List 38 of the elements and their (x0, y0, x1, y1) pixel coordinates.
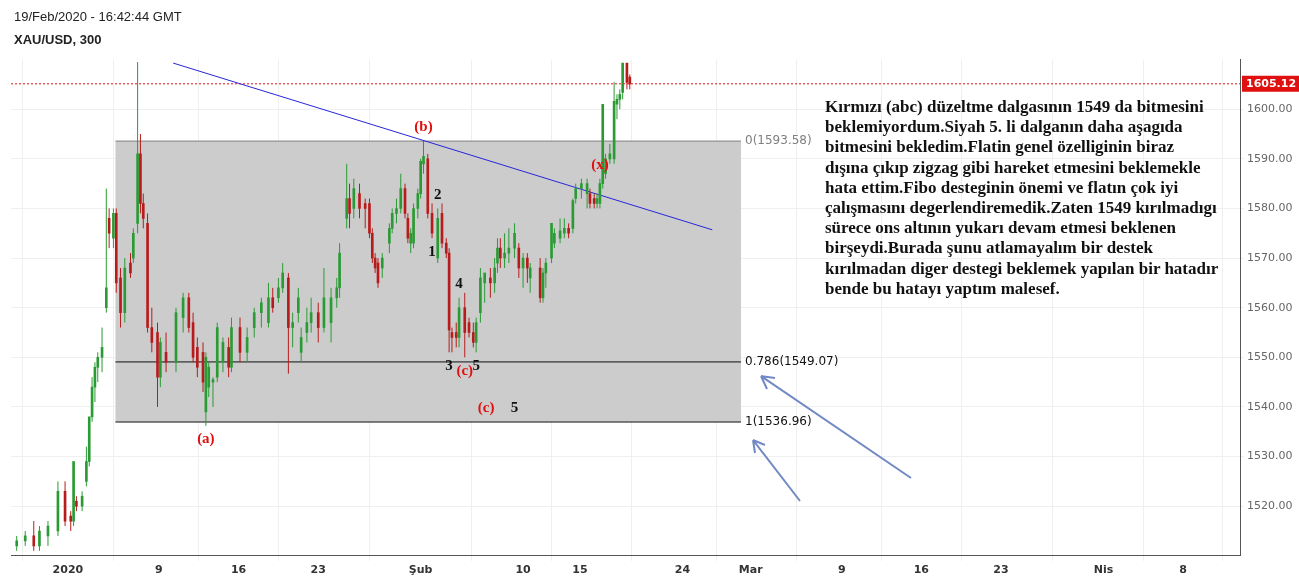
x-tick-label: 8 (1179, 563, 1187, 577)
annotation: (c) (477, 399, 495, 417)
x-tick-label: Şub (408, 563, 433, 577)
x-tick-label: Mar (738, 563, 764, 577)
annotation: 1 (428, 242, 436, 259)
annotation: 5 (510, 399, 519, 416)
x-tick-label: 16 (230, 563, 247, 577)
y-tick-label: 1550.00 (1247, 350, 1293, 364)
y-tick-label: 1570.00 (1247, 250, 1293, 264)
annotation: 4 (455, 275, 464, 292)
ref-line-label: 1(1536.96) (745, 414, 812, 429)
x-tick-label: 16 (913, 563, 930, 577)
y-tick-label: 1600.00 (1247, 102, 1293, 116)
y-tick-label: 1590.00 (1247, 151, 1293, 165)
chart-subtitle: 19/Feb/2020 - 16:42:44 GMT (14, 9, 182, 24)
chart-title: XAU/USD, 300 (14, 32, 102, 47)
ref-line-label: 0.786(1549.07) (745, 354, 839, 369)
y-tick-label: 1560.00 (1247, 300, 1293, 314)
x-tick-label: 2020 (52, 563, 84, 577)
annotation: (b) (414, 118, 433, 136)
x-tick-label: 23 (993, 563, 1009, 577)
x-tick-label: 9 (155, 563, 163, 577)
annotation: (a) (197, 430, 215, 448)
x-tick-label: 10 (515, 563, 532, 577)
annotation: 2 (433, 185, 442, 202)
ref-line-label: 0(1593.58) (745, 133, 812, 148)
y-tick-label: 1520.00 (1247, 499, 1293, 513)
x-tick-label: 24 (674, 563, 691, 577)
text: Kırmızı (abc) düzeltme dalgasının 1549 da bitmesini beklemiyordum.Siyah 5. li dalganın daha aşagıda bitmesini bekledim.Flatin genel özelliginin biraz dışına çıkıp zigzag gibi hareket etmesini beklemekle hata ettim.Fibo desteginin önemi ve flatın çok iyi çalışmasını degerlendiremedik.Zaten 1549 kırılmadıgı sürece ons altının yukarı devam etmesi beklenen birşeydi.Burada şunu atlamayalım bir destek kırılmadan diger destegi beklemek yapılan bir hatadır bende bu hatayı yaptım malesef. (825, 97, 1218, 298)
x-tick-label: Nis (1093, 563, 1114, 577)
x-tick-label: 15 (572, 563, 588, 577)
x-tick-label: 9 (837, 563, 846, 577)
y-tick-label: 1540.00 (1247, 399, 1293, 413)
annotation: (c) (456, 361, 474, 379)
ref-line-label: 1605.12 (1246, 76, 1297, 90)
x-tick-label: 23 (310, 563, 326, 577)
y-tick-label: 1530.00 (1247, 449, 1293, 463)
y-tick-label: 1580.00 (1247, 201, 1293, 215)
